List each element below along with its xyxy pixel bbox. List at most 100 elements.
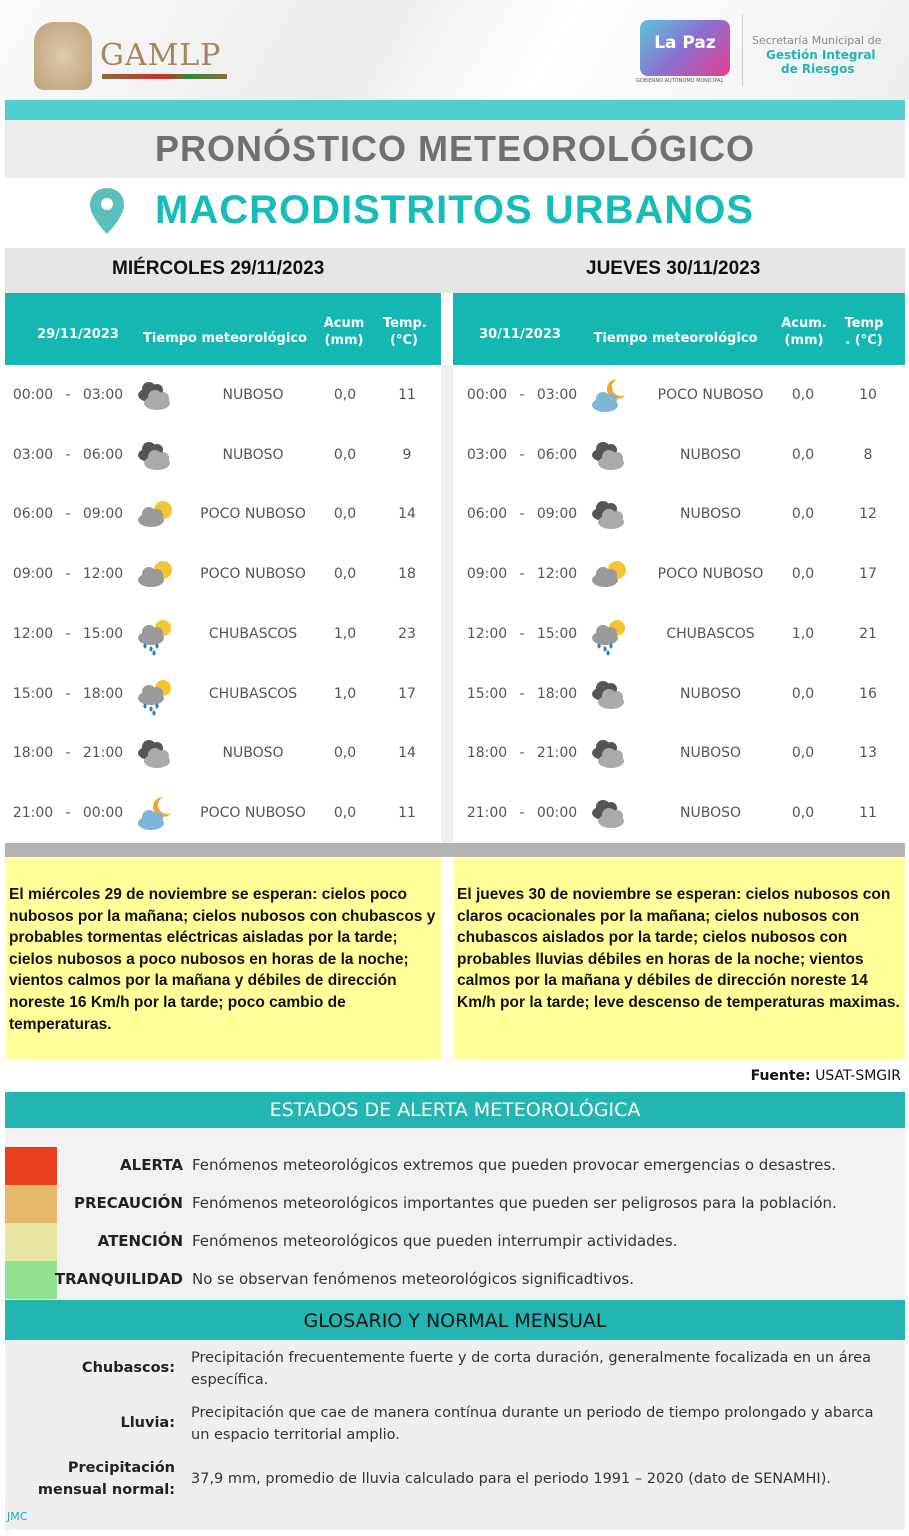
alert-level-description: Fenómenos meteorológicos extremos que pu… xyxy=(192,1156,836,1174)
column-header-acum: Acum. (mm) xyxy=(781,316,827,348)
temperature: 10 xyxy=(859,387,877,403)
alert-color-swatch xyxy=(5,1185,57,1223)
condition: CHUBASCOS xyxy=(666,625,755,642)
time-to: 03:00 xyxy=(82,387,124,403)
forecast-table-thursday: 00:00 - 03:00 POCO NUBOSO 0,0 10 03:00 - … xyxy=(453,365,905,843)
precipitation: 0,0 xyxy=(791,506,815,523)
forecast-row: 21:00 - 00:00 NUBOSO 0,0 11 xyxy=(453,783,905,843)
forecast-row: 06:00 - 09:00 NUBOSO 0,0 12 xyxy=(453,484,905,544)
time-separator: - xyxy=(65,566,71,583)
precipitation: 0,0 xyxy=(333,566,357,583)
time-to: 12:00 xyxy=(82,566,124,583)
temperature: 16 xyxy=(859,685,877,702)
time-from: 15:00 xyxy=(12,685,54,702)
column-header-acum: Acum (mm) xyxy=(323,316,365,348)
forecast-row: 00:00 - 03:00 POCO NUBOSO 0,0 10 xyxy=(453,365,905,425)
column-header-date: 29/11/2023 xyxy=(37,327,119,342)
forecast-row: 15:00 - 18:00 NUBOSO 0,0 16 xyxy=(453,664,905,724)
forecast-row: 06:00 - 09:00 POCO NUBOSO 0,0 14 xyxy=(5,484,441,544)
time-from: 18:00 xyxy=(12,745,54,762)
time-from: 03:00 xyxy=(12,446,54,463)
condition: NUBOSO xyxy=(679,804,741,821)
time-separator: - xyxy=(519,566,525,583)
time-from: 06:00 xyxy=(466,506,508,523)
precipitation: 0,0 xyxy=(791,804,815,821)
condition: NUBOSO xyxy=(679,685,741,702)
time-to: 18:00 xyxy=(82,685,124,702)
condition: NUBOSO xyxy=(222,745,284,762)
time-separator: - xyxy=(65,685,71,702)
alert-states-panel xyxy=(5,1128,905,1300)
forecast-row: 00:00 - 03:00 NUBOSO 0,0 11 xyxy=(5,365,441,425)
time-separator: - xyxy=(65,625,71,642)
time-to: 06:00 xyxy=(82,446,124,463)
alert-level-row: ATENCIÓN Fenómenos meteorológicos que pu… xyxy=(5,1223,905,1261)
gamlp-crest-logo xyxy=(34,22,92,90)
partly-cloudy-night-icon xyxy=(138,796,171,830)
time-from: 15:00 xyxy=(466,685,508,702)
time-separator: - xyxy=(519,506,525,523)
time-to: 18:00 xyxy=(536,685,578,702)
alert-color-swatch xyxy=(5,1147,57,1185)
temperature: 12 xyxy=(859,506,877,523)
temperature: 11 xyxy=(859,804,877,821)
condition: NUBOSO xyxy=(222,387,284,403)
precipitation: 0,0 xyxy=(333,506,357,523)
precipitation: 0,0 xyxy=(333,804,357,821)
time-separator: - xyxy=(519,685,525,702)
forecast-row: 09:00 - 12:00 POCO NUBOSO 0,0 17 xyxy=(453,544,905,604)
time-from: 12:00 xyxy=(12,625,54,642)
time-to: 21:00 xyxy=(82,745,124,762)
page-title: PRONÓSTICO METEOROLÓGICO xyxy=(154,128,756,169)
condition: POCO NUBOSO xyxy=(657,387,764,403)
time-from: 00:00 xyxy=(466,387,508,403)
temperature: 14 xyxy=(398,745,416,762)
cloudy-icon xyxy=(138,382,170,410)
time-from: 18:00 xyxy=(466,745,508,762)
la-paz-logo: La Paz xyxy=(640,20,730,76)
column-header-temp: Temp. (°C) xyxy=(383,316,427,348)
temperature: 13 xyxy=(859,745,877,762)
separator-bar xyxy=(5,843,905,857)
condition: NUBOSO xyxy=(679,745,741,762)
condition: POCO NUBOSO xyxy=(200,566,306,583)
glossary-definition: Precipitación frecuentemente fuerte y de… xyxy=(191,1350,872,1388)
glossary-term: Lluvia: xyxy=(120,1415,175,1431)
forecast-row: 09:00 - 12:00 POCO NUBOSO 0,0 18 xyxy=(5,544,441,604)
partly-cloudy-night-icon xyxy=(592,379,625,412)
gamlp-logo-text: GAMLP xyxy=(100,38,222,73)
time-from: 12:00 xyxy=(466,625,508,642)
forecast-row: 21:00 - 00:00 POCO NUBOSO 0,0 11 xyxy=(5,783,441,843)
alert-level-row: TRANQUILIDAD No se observan fenómenos me… xyxy=(5,1261,905,1299)
alert-color-swatch xyxy=(5,1261,57,1299)
forecast-row: 18:00 - 21:00 NUBOSO 0,0 13 xyxy=(453,723,905,783)
cloudy-icon xyxy=(592,680,624,709)
secretaria-line1: Secretaría Municipal de xyxy=(752,34,882,47)
source-label: Fuente: xyxy=(750,1068,811,1084)
forecast-row: 15:00 - 18:00 CHUBASCOS 1,0 17 xyxy=(5,664,441,724)
day-heading-thursday: JUEVES 30/11/2023 xyxy=(586,258,761,279)
precipitation: 0,0 xyxy=(333,446,357,463)
condition: NUBOSO xyxy=(679,506,741,523)
glossary-term: Chubascos: xyxy=(81,1360,175,1376)
partly-cloudy-day-icon xyxy=(138,561,172,588)
forecast-row: 12:00 - 15:00 CHUBASCOS 1,0 23 xyxy=(5,604,441,664)
time-to: 21:00 xyxy=(536,745,578,762)
temperature: 23 xyxy=(398,625,416,642)
alert-states-heading: ESTADOS DE ALERTA METEOROLÓGICA xyxy=(5,1092,905,1128)
summary-thursday: El jueves 30 de noviembre se esperan: ci… xyxy=(453,857,905,1060)
column-header-date: 30/11/2023 xyxy=(479,327,561,342)
showers-icon xyxy=(592,619,625,656)
temperature: 9 xyxy=(402,446,412,463)
secretaria-line3: de Riesgos xyxy=(781,62,855,76)
time-separator: - xyxy=(65,745,71,762)
partly-cloudy-day-icon xyxy=(138,501,172,528)
condition: CHUBASCOS xyxy=(208,685,298,702)
temperature: 17 xyxy=(398,685,416,702)
time-separator: - xyxy=(65,506,71,523)
showers-icon xyxy=(138,679,171,715)
time-separator: - xyxy=(519,446,525,463)
time-separator: - xyxy=(65,446,71,463)
alert-level-label: TRANQUILIDAD xyxy=(54,1270,183,1288)
time-to: 15:00 xyxy=(82,625,124,642)
